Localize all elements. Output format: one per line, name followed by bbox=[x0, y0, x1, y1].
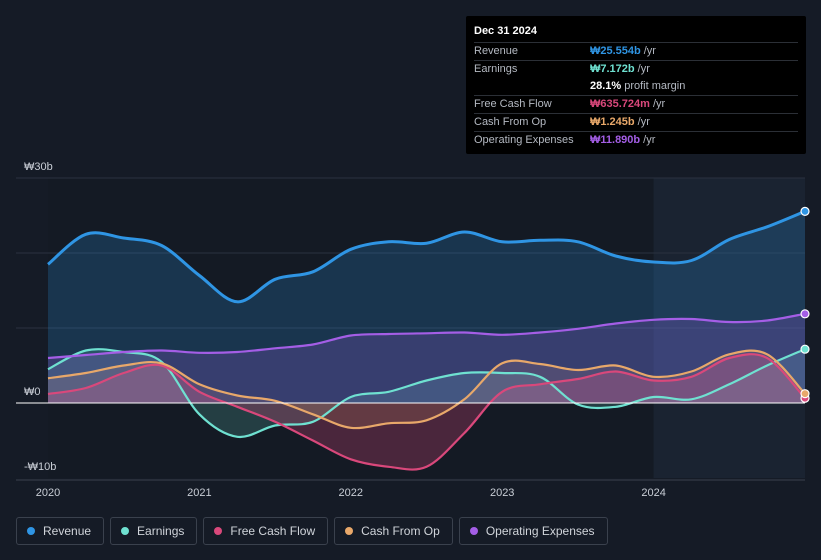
tooltip-value: ₩1.245b bbox=[590, 116, 635, 128]
tooltip-value: 28.1% bbox=[590, 80, 622, 92]
endpoint-earnings bbox=[800, 344, 810, 354]
tooltip-value: ₩11.890b bbox=[590, 134, 641, 146]
tooltip-row-cash-from-op: Cash From Op ₩1.245b /yr bbox=[474, 114, 798, 132]
chart-legend: Revenue Earnings Free Cash Flow Cash Fro… bbox=[16, 517, 608, 545]
tooltip-value: ₩25.554b bbox=[590, 45, 641, 57]
tooltip-unit: profit margin bbox=[624, 80, 686, 92]
data-tooltip: Dec 31 2024 Revenue ₩25.554b /yr Earning… bbox=[466, 16, 806, 154]
tooltip-label bbox=[474, 78, 590, 95]
legend-item-operating-expenses[interactable]: Operating Expenses bbox=[458, 517, 608, 545]
tooltip-unit: /yr bbox=[643, 134, 656, 146]
tooltip-row-profit-margin: 28.1% profit margin bbox=[474, 78, 798, 96]
endpoint-operating-expenses bbox=[800, 309, 810, 319]
legend-dot-icon bbox=[214, 527, 223, 535]
legend-dot-icon bbox=[345, 527, 354, 535]
x-tick-label: 2022 bbox=[339, 487, 363, 499]
tooltip-label: Operating Expenses bbox=[474, 134, 574, 146]
legend-label: Earnings bbox=[137, 524, 185, 538]
x-tick-label: 2021 bbox=[187, 487, 211, 499]
tooltip-label: Cash From Op bbox=[474, 116, 547, 128]
endpoint-cash-from-op bbox=[800, 389, 810, 399]
line-cash-from-op bbox=[47, 349, 806, 430]
tooltip-unit: /yr bbox=[652, 98, 666, 110]
tooltip-unit: /yr bbox=[643, 45, 656, 57]
tooltip-row-earnings: Earnings ₩7.172b /yr bbox=[474, 61, 798, 78]
legend-label: Cash From Op bbox=[361, 524, 440, 538]
tooltip-unit: /yr bbox=[637, 116, 650, 128]
line-free-cash-flow bbox=[47, 353, 806, 471]
line-earnings bbox=[47, 348, 806, 439]
legend-label: Operating Expenses bbox=[485, 524, 595, 538]
area-free-cash-flow bbox=[48, 354, 805, 470]
area-revenue bbox=[48, 211, 805, 403]
area-earnings bbox=[48, 349, 805, 438]
tooltip-unit: /yr bbox=[637, 63, 650, 75]
tooltip-value: ₩7.172b bbox=[590, 63, 635, 75]
x-tick-label: 2024 bbox=[641, 487, 665, 499]
tooltip-label: Free Cash Flow bbox=[474, 98, 552, 110]
tooltip-label: Earnings bbox=[474, 63, 518, 75]
legend-dot-icon bbox=[121, 527, 130, 535]
tooltip-label: Revenue bbox=[474, 45, 519, 57]
legend-label: Free Cash Flow bbox=[230, 524, 316, 538]
tooltip-row-free-cash-flow: Free Cash Flow ₩635.724m /yr bbox=[474, 96, 798, 114]
legend-dot-icon bbox=[469, 527, 478, 535]
tooltip-value: ₩635.724m bbox=[590, 98, 650, 110]
area-cash-from-op bbox=[48, 350, 805, 429]
x-tick-label: 2020 bbox=[36, 487, 60, 499]
legend-item-free-cash-flow[interactable]: Free Cash Flow bbox=[203, 517, 329, 545]
line-operating-expenses bbox=[47, 312, 806, 360]
x-tick-label: 2023 bbox=[490, 487, 514, 499]
y-label-top: ₩30b bbox=[24, 161, 53, 173]
y-label-zero: ₩0 bbox=[24, 386, 41, 398]
endpoint-revenue bbox=[800, 206, 810, 216]
area-operating-expenses bbox=[48, 313, 805, 403]
legend-dot-icon bbox=[27, 527, 35, 535]
tooltip-date: Dec 31 2024 bbox=[474, 24, 798, 43]
legend-item-cash-from-op[interactable]: Cash From Op bbox=[334, 517, 453, 545]
y-label-bottom: -₩10b bbox=[24, 461, 56, 473]
legend-label: Revenue bbox=[43, 524, 92, 538]
legend-item-earnings[interactable]: Earnings bbox=[110, 517, 198, 545]
line-revenue bbox=[47, 209, 806, 304]
legend-item-revenue[interactable]: Revenue bbox=[16, 517, 105, 545]
tooltip-row-revenue: Revenue ₩25.554b /yr bbox=[474, 43, 798, 61]
tooltip-row-operating-expenses: Operating Expenses ₩11.890b /yr bbox=[474, 132, 798, 149]
